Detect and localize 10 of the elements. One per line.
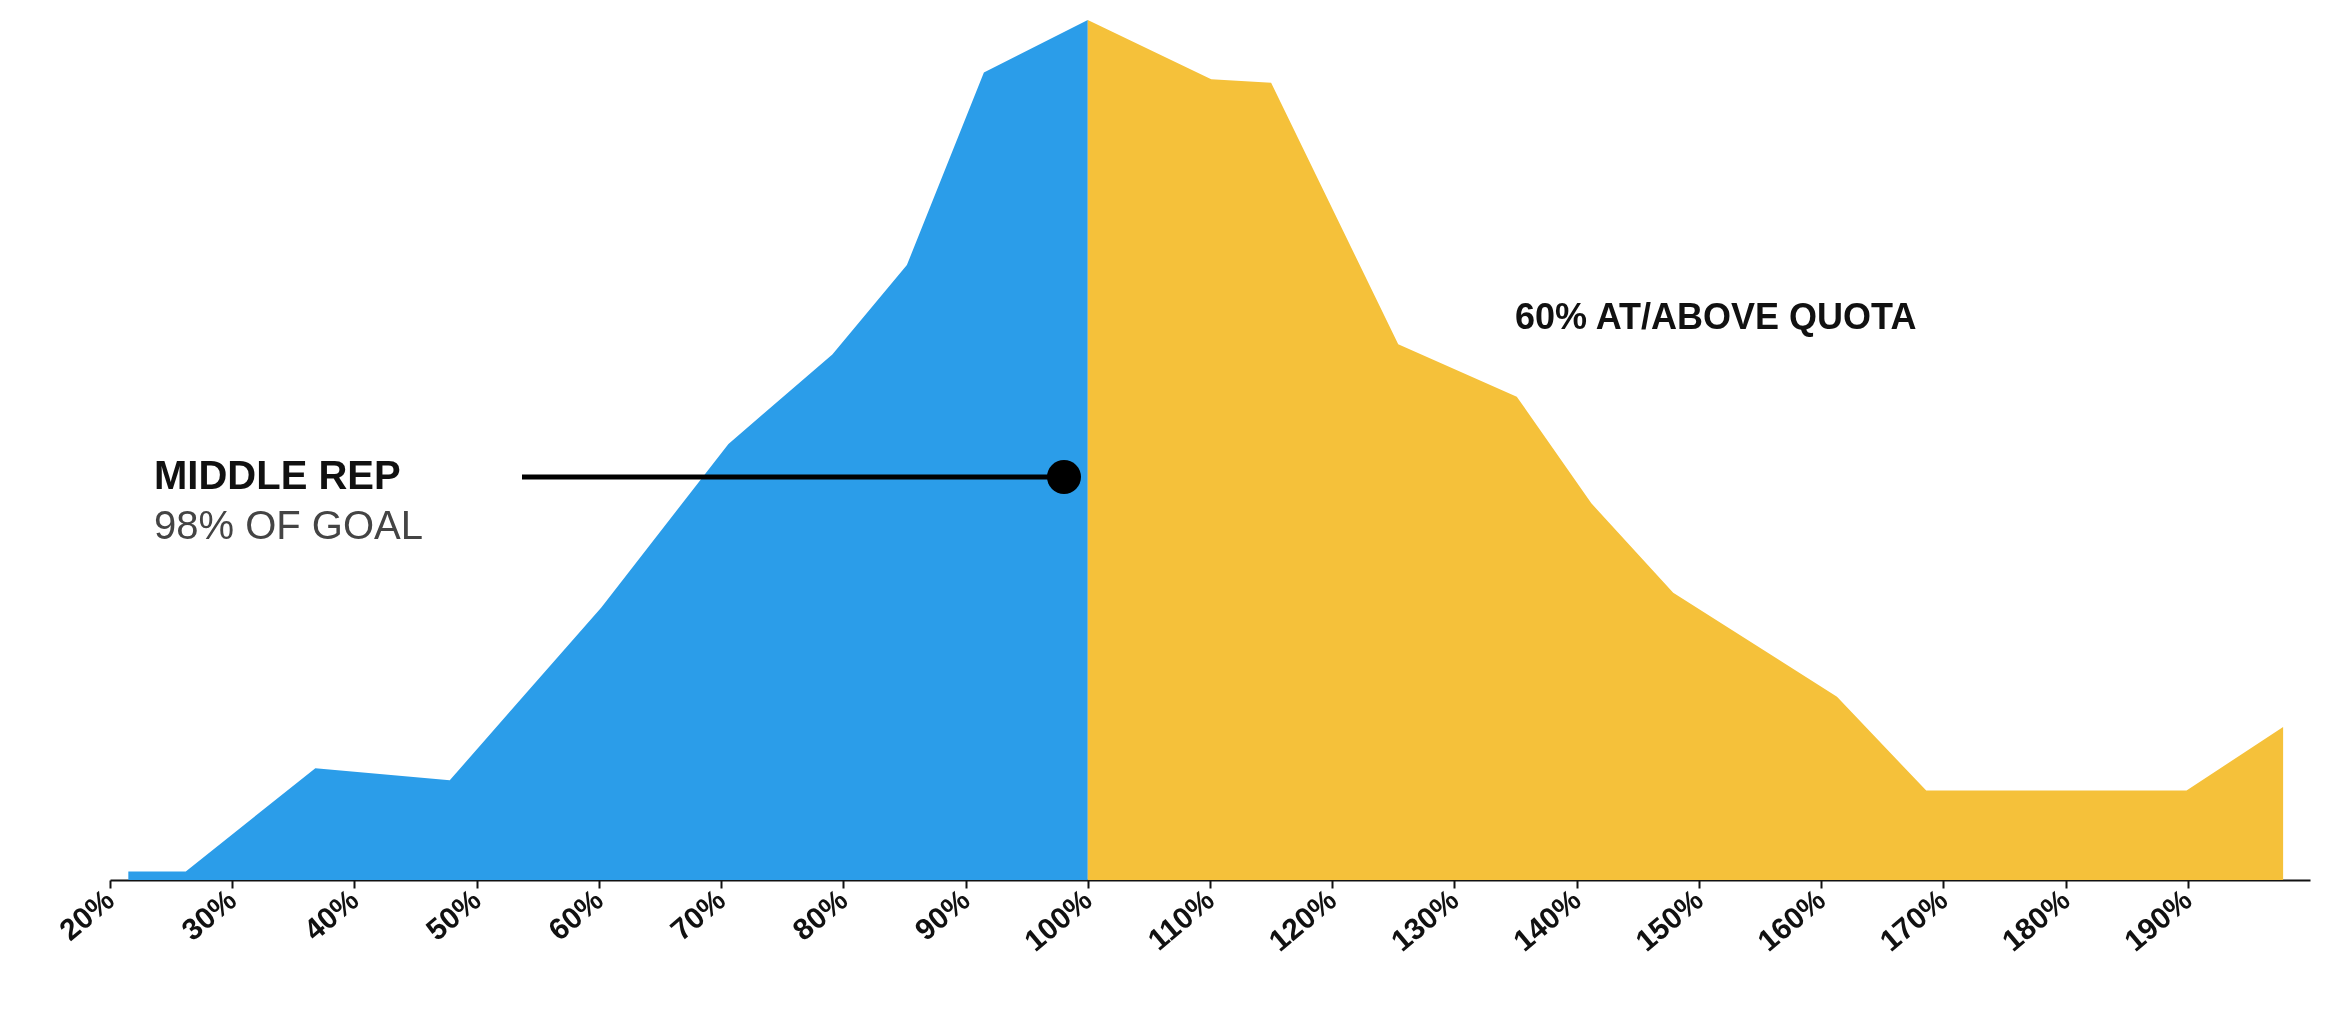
x-tick-label: 20% [52, 882, 121, 947]
x-tick-label: 60% [541, 882, 610, 947]
x-tick-label: 90% [908, 882, 976, 947]
x-tick-label: 80% [786, 882, 854, 947]
annotation: 60% AT/ABOVE QUOTA [1515, 296, 1917, 337]
annotation: MIDDLE REP 98% OF GOAL [154, 453, 423, 547]
x-tick-label: 50% [419, 882, 487, 947]
x-tick-label: 40% [297, 882, 365, 947]
x-tick-label: 70% [664, 882, 732, 947]
x-tick-label: 30% [175, 882, 243, 947]
